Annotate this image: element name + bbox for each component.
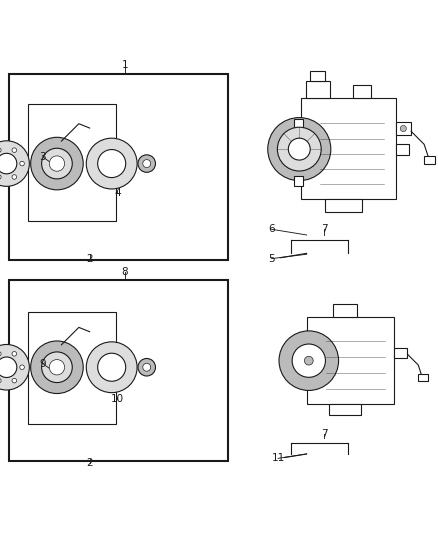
Bar: [394, 348, 407, 359]
Circle shape: [20, 161, 25, 166]
Bar: [293, 175, 303, 186]
Circle shape: [49, 156, 65, 171]
Bar: [301, 98, 396, 199]
Text: 9: 9: [39, 359, 46, 369]
Circle shape: [12, 175, 17, 179]
Circle shape: [20, 365, 25, 369]
Circle shape: [279, 331, 339, 391]
Bar: [353, 85, 371, 98]
Bar: [9, 74, 228, 260]
Circle shape: [12, 148, 17, 152]
Circle shape: [0, 175, 1, 179]
Circle shape: [138, 359, 155, 376]
Text: 7: 7: [321, 224, 328, 235]
Text: 3: 3: [39, 152, 46, 162]
Circle shape: [49, 360, 65, 375]
Text: 7: 7: [321, 429, 328, 439]
Text: 6: 6: [268, 224, 275, 235]
Circle shape: [277, 127, 321, 171]
Circle shape: [42, 352, 72, 383]
Circle shape: [12, 352, 17, 356]
Circle shape: [31, 138, 83, 190]
Bar: [9, 280, 228, 462]
Circle shape: [138, 155, 155, 172]
Circle shape: [0, 357, 17, 377]
Bar: [325, 199, 362, 212]
Bar: [310, 71, 325, 80]
Circle shape: [86, 138, 137, 189]
Text: 2: 2: [86, 458, 93, 468]
Circle shape: [0, 378, 1, 383]
Circle shape: [0, 148, 1, 152]
Text: 1: 1: [121, 60, 128, 70]
Circle shape: [0, 141, 29, 187]
Text: 8: 8: [121, 267, 128, 277]
Bar: [418, 374, 428, 381]
Text: 10: 10: [111, 394, 124, 404]
Bar: [424, 156, 435, 164]
Circle shape: [288, 138, 310, 160]
Bar: [307, 317, 394, 405]
Bar: [28, 312, 116, 424]
Bar: [333, 304, 357, 317]
Circle shape: [98, 150, 126, 177]
Circle shape: [31, 341, 83, 393]
Text: 2: 2: [86, 254, 93, 264]
Circle shape: [268, 118, 331, 181]
Circle shape: [400, 125, 406, 132]
Circle shape: [0, 154, 17, 174]
Text: 5: 5: [268, 254, 275, 264]
Circle shape: [86, 342, 137, 393]
Bar: [28, 104, 116, 221]
Circle shape: [143, 364, 151, 371]
Bar: [293, 119, 303, 130]
Circle shape: [42, 148, 72, 179]
Bar: [328, 405, 361, 415]
Circle shape: [0, 352, 1, 356]
Text: 11: 11: [272, 454, 285, 463]
Bar: [396, 122, 411, 135]
Circle shape: [0, 344, 29, 390]
Bar: [396, 144, 409, 155]
Bar: [306, 80, 330, 98]
Circle shape: [12, 378, 17, 383]
Text: 4: 4: [114, 188, 121, 198]
Circle shape: [292, 344, 325, 377]
Circle shape: [143, 159, 151, 167]
Circle shape: [304, 356, 313, 365]
Circle shape: [98, 353, 126, 381]
